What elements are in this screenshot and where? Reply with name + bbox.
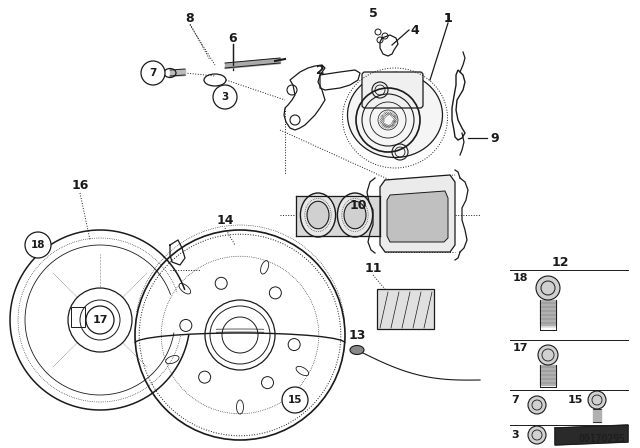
Text: 8: 8 (186, 12, 195, 25)
Text: 2: 2 (316, 64, 324, 77)
Polygon shape (555, 425, 628, 445)
Circle shape (536, 276, 560, 300)
Text: 4: 4 (411, 23, 419, 36)
Text: 13: 13 (348, 328, 365, 341)
Text: 5: 5 (369, 7, 378, 20)
Text: 11: 11 (364, 262, 381, 275)
Text: 1: 1 (444, 12, 452, 25)
FancyBboxPatch shape (377, 289, 434, 329)
Ellipse shape (307, 201, 329, 229)
Text: 00170295: 00170295 (578, 434, 625, 444)
Ellipse shape (337, 193, 372, 237)
Circle shape (588, 391, 606, 409)
Polygon shape (380, 175, 455, 252)
Text: 17: 17 (92, 315, 108, 325)
Text: 3: 3 (511, 430, 519, 440)
Text: 16: 16 (71, 178, 89, 191)
Text: 18: 18 (31, 240, 45, 250)
Circle shape (25, 232, 51, 258)
Text: 15: 15 (567, 395, 582, 405)
Circle shape (528, 426, 546, 444)
Text: 3: 3 (221, 92, 228, 102)
Ellipse shape (350, 345, 364, 354)
Text: 14: 14 (216, 214, 234, 227)
Circle shape (282, 387, 308, 413)
Circle shape (86, 306, 114, 334)
Circle shape (538, 345, 558, 365)
Polygon shape (387, 191, 448, 242)
Text: 17: 17 (512, 343, 528, 353)
Text: 6: 6 (228, 31, 237, 44)
Circle shape (213, 85, 237, 109)
Ellipse shape (300, 193, 335, 237)
Text: 7: 7 (511, 395, 519, 405)
Text: 7: 7 (149, 68, 157, 78)
Text: 15: 15 (288, 395, 302, 405)
Text: 9: 9 (491, 132, 499, 145)
FancyBboxPatch shape (362, 72, 423, 108)
Circle shape (141, 61, 165, 85)
Text: 18: 18 (512, 273, 528, 283)
Text: 1: 1 (444, 12, 452, 25)
Text: 12: 12 (551, 255, 569, 268)
Text: 10: 10 (349, 198, 367, 211)
Ellipse shape (348, 73, 442, 158)
Ellipse shape (344, 201, 366, 229)
Circle shape (528, 396, 546, 414)
